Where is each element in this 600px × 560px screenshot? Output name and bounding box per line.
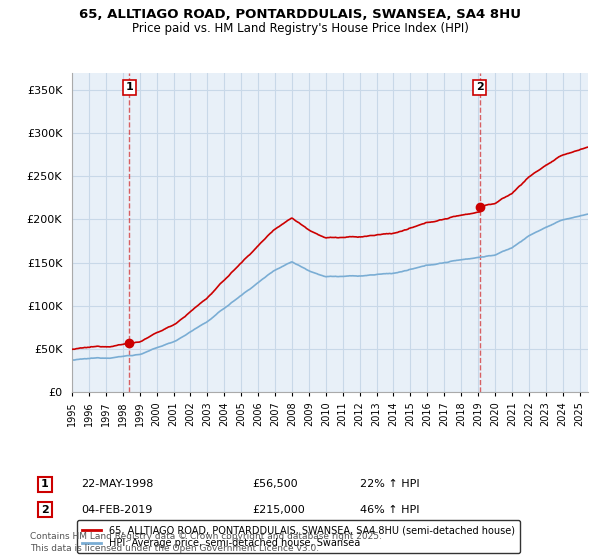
Text: 2: 2: [476, 82, 484, 92]
Text: £56,500: £56,500: [252, 479, 298, 489]
Text: This data is licensed under the Open Government Licence v3.0.: This data is licensed under the Open Gov…: [30, 544, 319, 553]
Text: Price paid vs. HM Land Registry's House Price Index (HPI): Price paid vs. HM Land Registry's House …: [131, 22, 469, 35]
Text: 22-MAY-1998: 22-MAY-1998: [81, 479, 154, 489]
Legend: 65, ALLTIAGO ROAD, PONTARDDULAIS, SWANSEA, SA4 8HU (semi-detached house), HPI: A: 65, ALLTIAGO ROAD, PONTARDDULAIS, SWANSE…: [77, 520, 520, 553]
Text: 1: 1: [41, 479, 49, 489]
Text: 46% ↑ HPI: 46% ↑ HPI: [360, 505, 419, 515]
Text: 65, ALLTIAGO ROAD, PONTARDDULAIS, SWANSEA, SA4 8HU: 65, ALLTIAGO ROAD, PONTARDDULAIS, SWANSE…: [79, 8, 521, 21]
Text: 22% ↑ HPI: 22% ↑ HPI: [360, 479, 419, 489]
Text: £215,000: £215,000: [252, 505, 305, 515]
Text: Contains HM Land Registry data © Crown copyright and database right 2025.: Contains HM Land Registry data © Crown c…: [30, 532, 382, 541]
Text: 1: 1: [125, 82, 133, 92]
Text: 04-FEB-2019: 04-FEB-2019: [81, 505, 152, 515]
Text: 2: 2: [41, 505, 49, 515]
